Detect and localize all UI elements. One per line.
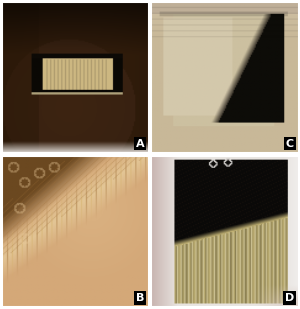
Text: B: B <box>136 293 145 303</box>
Text: A: A <box>136 139 145 149</box>
Text: C: C <box>286 139 294 149</box>
Text: D: D <box>285 293 294 303</box>
